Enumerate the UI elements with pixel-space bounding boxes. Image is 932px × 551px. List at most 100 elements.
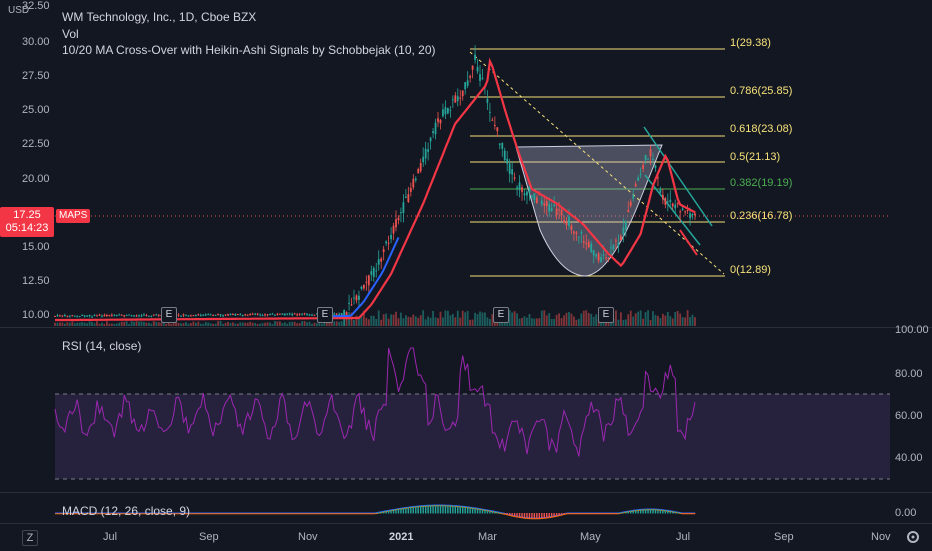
volume-legend[interactable]: Vol — [62, 27, 79, 41]
volume-bar — [152, 321, 155, 326]
candle-body — [380, 258, 383, 262]
volume-bar — [110, 323, 113, 326]
macd-bar — [452, 505, 454, 514]
candle-body — [555, 208, 558, 216]
diagonal-trend-line[interactable] — [469, 51, 725, 275]
volume-bar — [162, 322, 165, 326]
rsi-canvas[interactable] — [0, 328, 932, 493]
macd-canvas[interactable] — [0, 493, 932, 524]
candle-body — [108, 315, 111, 317]
fib-label-0786: 0.786(25.85) — [730, 85, 793, 97]
volume-bar — [204, 322, 207, 326]
macd-bar — [634, 509, 637, 514]
time-label: Sep — [774, 531, 794, 543]
volume-bar — [619, 312, 622, 326]
macd-bar — [620, 512, 622, 514]
candle-body — [232, 313, 234, 315]
auto-scale-icon[interactable]: Z — [22, 530, 38, 546]
rsi-pane[interactable]: RSI (14, close) 100.00 80.00 60.00 40.00 — [0, 324, 932, 493]
volume-bar — [637, 311, 640, 326]
candle-body — [274, 314, 276, 316]
current-price-value: 17.25 — [13, 209, 41, 221]
candle-body — [311, 314, 313, 316]
volume-bar — [691, 314, 694, 326]
macd-bar — [380, 511, 382, 514]
channel-upper-line[interactable] — [643, 126, 713, 227]
time-label: Sep — [199, 531, 219, 543]
macd-bar — [486, 510, 489, 514]
candle-body — [481, 77, 484, 79]
macd-bar — [521, 513, 523, 518]
volume-bar — [580, 313, 583, 326]
macd-tick: 0.00 — [895, 507, 917, 519]
candle-body — [180, 315, 182, 317]
macd-bar — [612, 513, 615, 514]
volume-bar — [177, 322, 180, 326]
macd-bar — [410, 506, 412, 514]
macd-bar — [504, 513, 506, 514]
candle-body — [474, 54, 476, 61]
candle-body — [563, 220, 565, 223]
candle-body — [503, 150, 506, 161]
earnings-marker[interactable]: E — [317, 307, 333, 323]
candle-body — [217, 314, 219, 316]
macd-bar — [508, 513, 511, 516]
candle-body — [419, 162, 422, 172]
candle-body — [249, 314, 252, 316]
candle-body — [427, 149, 430, 152]
volume-bar — [568, 312, 570, 326]
candle-body — [204, 314, 207, 316]
volume-bar — [540, 310, 543, 326]
macd-bar — [494, 511, 496, 514]
price-pane[interactable]: USD WM Technology, Inc., 1D, Cboe BZX Vo… — [0, 0, 932, 327]
candle-body — [281, 313, 284, 315]
gear-icon[interactable] — [905, 529, 921, 545]
rsi-legend[interactable]: RSI (14, close) — [62, 339, 142, 353]
candle-body — [278, 313, 281, 315]
indicator-legend[interactable]: 10/20 MA Cross-Over with Heikin-Ashi Sig… — [62, 43, 436, 57]
macd-pane[interactable]: MACD (12, 26, close, 9) 0.00 — [0, 492, 932, 524]
volume-bar — [521, 318, 523, 326]
candle-body — [414, 178, 417, 181]
symbol-title[interactable]: WM Technology, Inc., 1D, Cboe BZX — [62, 10, 257, 24]
volume-bar — [61, 322, 64, 326]
volume-bar — [570, 313, 573, 326]
candle-body — [276, 313, 279, 315]
volume-bar — [409, 317, 412, 326]
volume-bar — [617, 319, 620, 326]
volume-bar — [261, 323, 264, 326]
macd-bar — [565, 513, 568, 514]
candle-body — [147, 315, 150, 317]
macd-bar — [541, 513, 543, 519]
fib-label-05: 0.5(21.13) — [730, 151, 781, 163]
volume-bar — [481, 312, 484, 326]
volume-bar — [538, 318, 541, 326]
volume-bar — [291, 321, 294, 326]
price-tick: 32.50 — [22, 0, 50, 12]
candle-body — [657, 177, 659, 179]
macd-bar — [639, 509, 642, 514]
macd-bar — [385, 510, 387, 514]
candle-body — [271, 313, 274, 315]
volume-bar — [175, 322, 177, 326]
channel-lower-line[interactable] — [644, 174, 701, 246]
time-axis[interactable]: Z Jul Sep Nov 2021 Mar May Jul Sep Nov — [0, 523, 932, 551]
volume-bar — [573, 316, 575, 326]
earnings-marker[interactable]: E — [598, 307, 614, 323]
earnings-marker[interactable]: E — [493, 307, 509, 323]
earnings-marker[interactable]: E — [161, 307, 177, 323]
candle-body — [684, 211, 687, 213]
candle-body — [491, 119, 494, 121]
candle-body — [471, 65, 474, 70]
candle-body — [54, 315, 56, 317]
volume-bar — [684, 317, 687, 326]
volume-bar — [88, 321, 91, 326]
volume-bar — [456, 310, 459, 326]
macd-legend[interactable]: MACD (12, 26, close, 9) — [62, 504, 191, 518]
volume-bar — [246, 322, 249, 326]
volume-bar — [212, 323, 215, 326]
volume-bar — [241, 322, 244, 326]
volume-bar — [360, 316, 363, 326]
cup-pattern-drawing[interactable] — [515, 144, 663, 277]
volume-bar — [150, 323, 153, 326]
